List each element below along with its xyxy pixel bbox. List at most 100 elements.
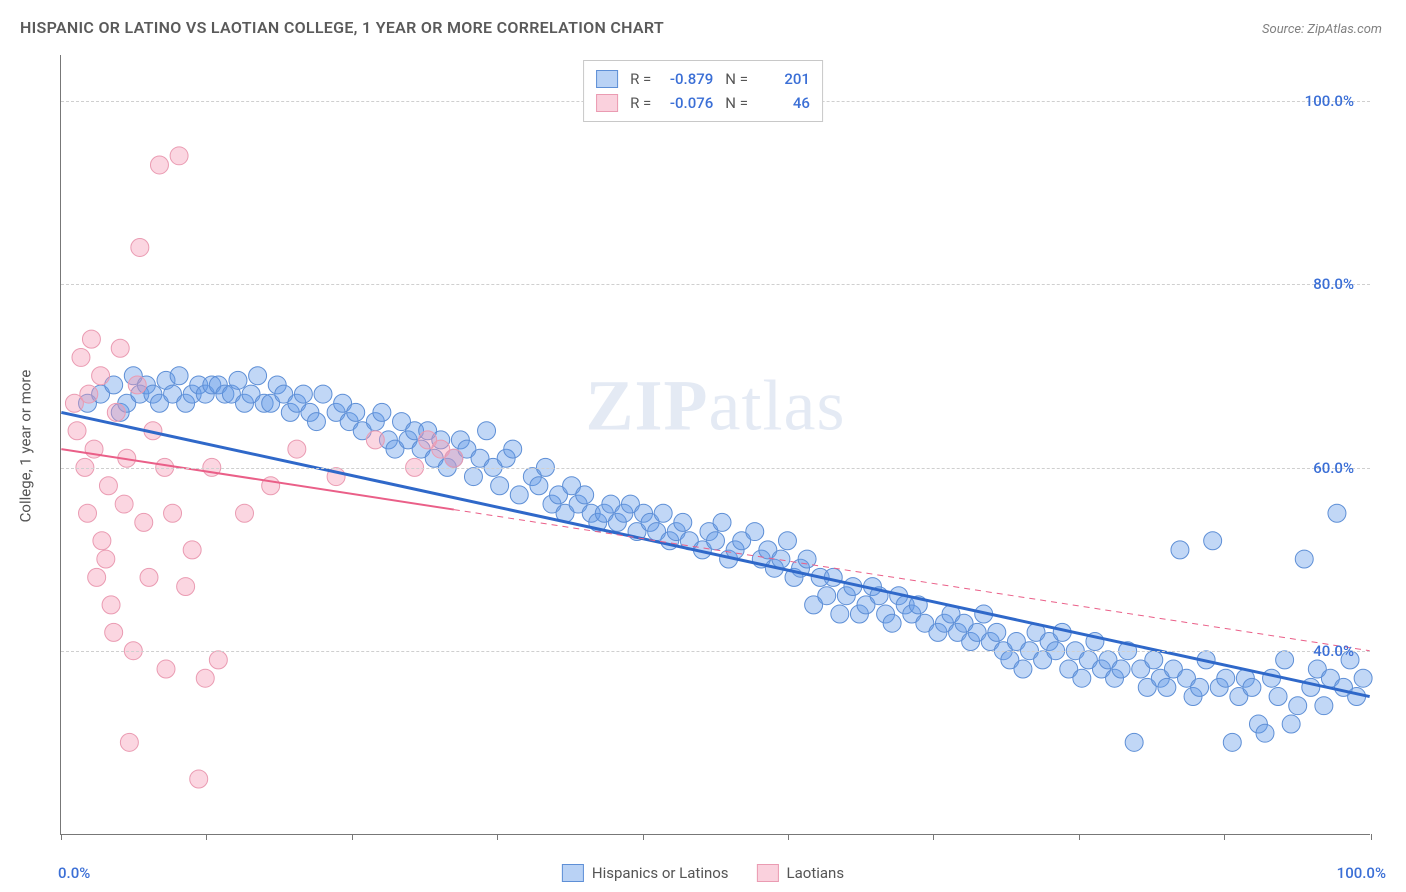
data-point xyxy=(464,468,482,486)
data-point xyxy=(102,596,120,614)
x-tick xyxy=(352,834,353,840)
data-point xyxy=(150,156,168,174)
correlation-chart: HISPANIC OR LATINO VS LAOTIAN COLLEGE, 1… xyxy=(0,0,1406,892)
data-point xyxy=(707,532,725,550)
legend-item: Hispanics or Latinos xyxy=(562,864,729,882)
x-tick xyxy=(933,834,934,840)
stats-legend: R =-0.879N =201R = -0.076 N = 46 xyxy=(583,60,823,122)
data-point xyxy=(883,614,901,632)
data-point xyxy=(366,431,384,449)
data-point xyxy=(314,385,332,403)
data-point xyxy=(1243,678,1261,696)
data-point xyxy=(79,504,97,522)
data-point xyxy=(93,532,111,550)
legend-stat-row: R = -0.076 N = 46 xyxy=(596,91,810,115)
data-point xyxy=(1315,697,1333,715)
stat-r-label: R = xyxy=(630,91,651,115)
data-point xyxy=(1217,669,1235,687)
data-point xyxy=(229,371,247,389)
legend-swatch xyxy=(596,94,618,112)
data-point xyxy=(504,440,522,458)
stat-n-value: 46 xyxy=(756,91,810,115)
data-point xyxy=(1328,504,1346,522)
stat-r-label: R = xyxy=(630,67,651,91)
data-point xyxy=(177,578,195,596)
legend-stat-row: R =-0.879N =201 xyxy=(596,67,810,91)
data-point xyxy=(1269,688,1287,706)
data-point xyxy=(818,587,836,605)
data-point xyxy=(1204,532,1222,550)
data-point xyxy=(491,477,509,495)
data-point xyxy=(1295,550,1313,568)
data-point xyxy=(80,385,98,403)
data-point xyxy=(190,770,208,788)
x-tick xyxy=(788,834,789,840)
plot-svg xyxy=(61,55,1370,834)
x-tick xyxy=(206,834,207,840)
y-tick-label: 100.0% xyxy=(1305,92,1354,110)
data-point xyxy=(183,541,201,559)
source-attribution: Source: ZipAtlas.com xyxy=(1262,22,1382,37)
data-point xyxy=(1112,660,1130,678)
data-point xyxy=(164,504,182,522)
data-point xyxy=(746,523,764,541)
data-point xyxy=(135,513,153,531)
data-point xyxy=(1014,660,1032,678)
data-point xyxy=(120,733,138,751)
data-point xyxy=(196,669,214,687)
data-point xyxy=(1354,669,1372,687)
gridline-h xyxy=(61,651,1370,652)
data-point xyxy=(1256,724,1274,742)
data-point xyxy=(654,504,672,522)
data-point xyxy=(157,660,175,678)
data-point xyxy=(140,568,158,586)
legend-item: Laotians xyxy=(757,864,845,882)
trendline-extrapolated xyxy=(454,510,1370,651)
x-max-label: 100.0% xyxy=(1337,864,1386,882)
x-tick xyxy=(1371,834,1372,840)
x-tick xyxy=(1079,834,1080,840)
x-tick xyxy=(61,834,62,840)
chart-title: HISPANIC OR LATINO VS LAOTIAN COLLEGE, 1… xyxy=(20,18,664,37)
data-point xyxy=(530,477,548,495)
data-point xyxy=(576,486,594,504)
data-point xyxy=(1289,697,1307,715)
y-tick-label: 40.0% xyxy=(1313,642,1354,660)
gridline-h xyxy=(61,284,1370,285)
data-point xyxy=(68,422,86,440)
stat-n-label: N = xyxy=(725,91,748,115)
data-point xyxy=(209,651,227,669)
stat-r-value: -0.076 xyxy=(659,91,713,115)
data-point xyxy=(478,422,496,440)
data-point xyxy=(778,532,796,550)
data-point xyxy=(249,367,267,385)
data-point xyxy=(1145,651,1163,669)
y-tick-label: 60.0% xyxy=(1313,459,1354,477)
stat-n-value: 201 xyxy=(756,67,810,91)
data-point xyxy=(373,403,391,421)
x-tick xyxy=(1224,834,1225,840)
data-point xyxy=(1191,678,1209,696)
data-point xyxy=(1282,715,1300,733)
data-point xyxy=(131,238,149,256)
data-point xyxy=(82,330,100,348)
data-point xyxy=(1171,541,1189,559)
data-point xyxy=(1073,669,1091,687)
data-point xyxy=(510,486,528,504)
data-point xyxy=(1263,669,1281,687)
gridline-h xyxy=(61,468,1370,469)
data-point xyxy=(111,339,129,357)
data-point xyxy=(1223,733,1241,751)
data-point xyxy=(294,385,312,403)
y-axis-label: College, 1 year or more xyxy=(16,370,34,523)
legend-swatch xyxy=(596,70,618,88)
data-point xyxy=(713,513,731,531)
x-tick xyxy=(497,834,498,840)
x-min-label: 0.0% xyxy=(58,864,90,882)
data-point xyxy=(445,449,463,467)
data-point xyxy=(236,504,254,522)
data-point xyxy=(170,147,188,165)
data-point xyxy=(170,367,188,385)
legend-label: Hispanics or Latinos xyxy=(592,864,729,882)
series-legend: Hispanics or Latinos Laotians xyxy=(562,864,844,882)
